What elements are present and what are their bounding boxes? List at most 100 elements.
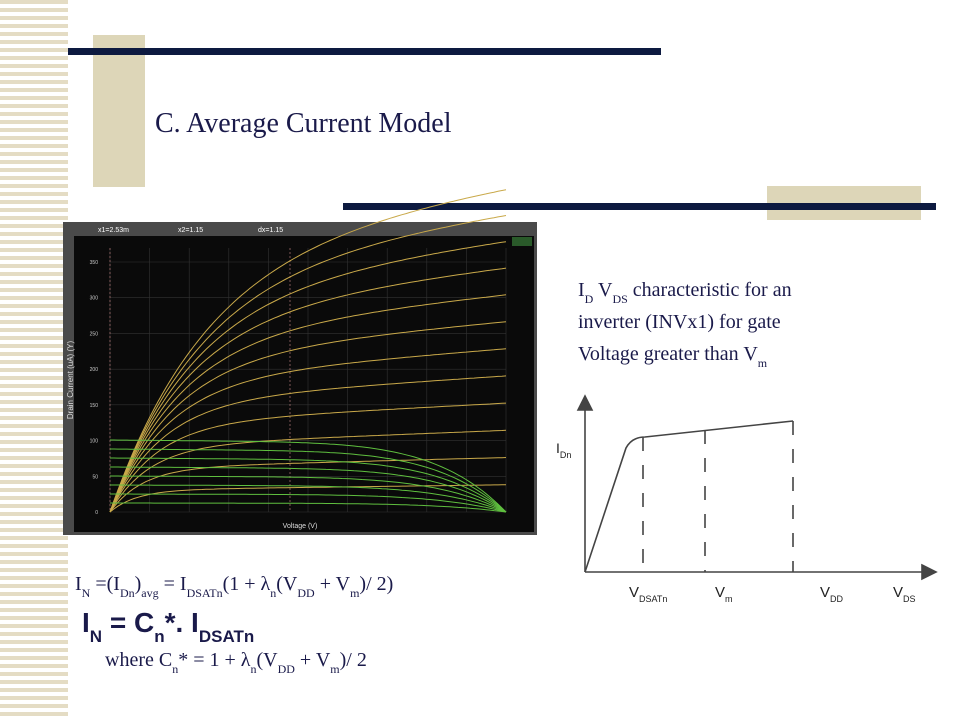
y-tick-label: 250 bbox=[90, 331, 99, 337]
text-run: I bbox=[556, 440, 560, 456]
rich-text: IN = Cn*. IDSATn bbox=[82, 607, 254, 646]
curve bbox=[110, 493, 507, 513]
legend-swatch bbox=[512, 237, 532, 246]
rich-text: Voltage greater than Vm bbox=[578, 343, 768, 370]
rich-text: ID VDS characteristic for an bbox=[578, 279, 792, 306]
text-run: inverter (INVx1) for gate bbox=[578, 311, 781, 333]
rich-text: inverter (INVx1) for gate bbox=[578, 311, 781, 333]
text-run: Voltage greater than V bbox=[578, 343, 758, 365]
text-run: *. I bbox=[165, 607, 199, 638]
subscript: m bbox=[725, 594, 733, 604]
cursor-label: x2=1.15 bbox=[178, 227, 203, 234]
subscript: Dn bbox=[560, 450, 572, 460]
rich-text: IDn bbox=[556, 440, 571, 460]
subscript: DD bbox=[297, 586, 315, 600]
text-run: )/ 2) bbox=[359, 573, 393, 595]
curve bbox=[110, 448, 507, 513]
text-run: (V bbox=[256, 649, 278, 671]
subscript: Dn bbox=[120, 586, 135, 600]
text-run: I bbox=[75, 573, 82, 595]
curve bbox=[109, 189, 507, 513]
text-run: I bbox=[578, 279, 585, 301]
subscript: D bbox=[585, 292, 594, 306]
id-vds-sketch bbox=[576, 394, 938, 581]
y-tick-label: 300 bbox=[90, 296, 99, 302]
curve bbox=[109, 241, 507, 513]
rich-text: VDSATn bbox=[629, 584, 667, 604]
rich-text: Vm bbox=[715, 584, 733, 604]
text-run: ) bbox=[135, 573, 142, 595]
rich-text: VDS bbox=[893, 584, 916, 604]
subscript: m bbox=[350, 586, 360, 600]
text-run: =(I bbox=[90, 573, 120, 595]
curve bbox=[110, 439, 507, 513]
curve bbox=[109, 267, 507, 513]
rich-text: VDD bbox=[820, 584, 844, 604]
curve bbox=[109, 294, 507, 513]
subscript: N bbox=[90, 627, 102, 646]
text-run: * = 1 + λ bbox=[178, 649, 251, 671]
curve bbox=[110, 457, 507, 513]
y-tick-label: 100 bbox=[90, 439, 99, 445]
subscript: DSATn bbox=[639, 594, 667, 604]
subscript: DD bbox=[830, 594, 843, 604]
curve bbox=[110, 502, 507, 513]
equations: IN =(IDn)avg = IDSATn(1 + λn(VDD + Vm)/ … bbox=[75, 573, 393, 676]
arrow bbox=[921, 563, 938, 581]
text-run: where C bbox=[105, 649, 172, 671]
subscript: DS bbox=[903, 594, 916, 604]
side-stripes bbox=[0, 0, 68, 720]
subscript: DSATn bbox=[199, 627, 254, 646]
accent-block bbox=[93, 35, 145, 187]
text-run: + V bbox=[315, 573, 351, 595]
text-run: V bbox=[715, 584, 725, 601]
curve bbox=[109, 484, 506, 513]
description: ID VDS characteristic for an inverter (IN… bbox=[578, 279, 792, 370]
plot-background bbox=[74, 236, 534, 532]
text-run: V bbox=[593, 279, 613, 301]
text-run: + V bbox=[295, 649, 331, 671]
text-run: V bbox=[820, 584, 830, 601]
x-axis-label: Voltage (V) bbox=[283, 523, 318, 530]
text-run: = C bbox=[102, 607, 154, 638]
y-tick-label: 50 bbox=[92, 474, 98, 480]
subscript: DD bbox=[278, 662, 296, 676]
curve bbox=[109, 457, 507, 513]
subscript: DSATn bbox=[187, 586, 223, 600]
simulation-plot: 0 50 100 150 200 250 300 350 Drain Current (uA) … bbox=[63, 189, 537, 535]
rich-text: IN =(IDn)avg = IDSATn(1 + λn(VDD + Vm)/ … bbox=[75, 573, 393, 600]
text-run: )/ 2 bbox=[340, 649, 367, 671]
text-run: V bbox=[893, 584, 903, 601]
cursor-label: dx=1.15 bbox=[258, 227, 283, 234]
subscript: m bbox=[758, 356, 768, 370]
subscript: n bbox=[250, 662, 256, 676]
text-run: = I bbox=[159, 573, 187, 595]
curve bbox=[110, 466, 507, 513]
curve bbox=[110, 475, 507, 513]
cursor-label: x1=2.53m bbox=[98, 227, 129, 234]
y-tick-label: 200 bbox=[90, 367, 99, 373]
subscript: N bbox=[82, 586, 91, 600]
text-run: V bbox=[629, 584, 639, 601]
mid-rule bbox=[343, 203, 936, 210]
subscript: n bbox=[154, 627, 164, 646]
subscript: avg bbox=[141, 586, 158, 600]
y-tick-label: 350 bbox=[90, 260, 99, 266]
id-curve bbox=[584, 420, 794, 573]
curve bbox=[109, 348, 507, 513]
y-axis-label: Drain Current (uA) (Y) bbox=[66, 341, 75, 420]
text-run: I bbox=[82, 607, 90, 638]
arrow bbox=[576, 394, 594, 411]
text-run: characteristic for an bbox=[628, 279, 792, 301]
curve bbox=[110, 484, 507, 513]
text-run: (1 + λ bbox=[223, 573, 271, 595]
slide-title: C. Average Current Model bbox=[155, 108, 452, 139]
subscript: n bbox=[270, 586, 276, 600]
rich-text: where Cn* = 1 + λn(VDD + Vm)/ 2 bbox=[105, 649, 367, 676]
subscript: m bbox=[330, 662, 340, 676]
text-run: (V bbox=[276, 573, 298, 595]
subscript: n bbox=[172, 662, 178, 676]
y-tick-label: 0 bbox=[95, 510, 98, 516]
